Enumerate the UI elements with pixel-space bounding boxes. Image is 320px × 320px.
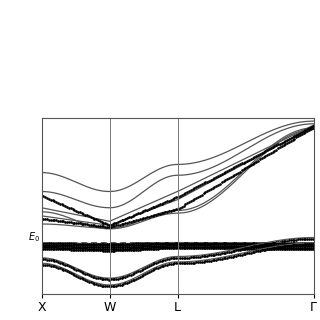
Text: $E_0$: $E_0$ [28,231,40,244]
